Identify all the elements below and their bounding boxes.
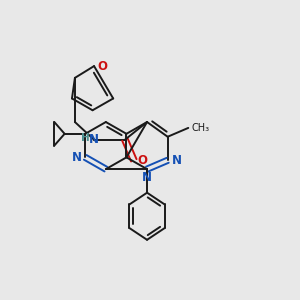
Text: O: O	[138, 154, 148, 167]
Text: H: H	[81, 133, 90, 143]
Text: N: N	[71, 151, 81, 164]
Text: CH₃: CH₃	[192, 123, 210, 133]
Text: N: N	[89, 133, 99, 146]
Text: N: N	[142, 171, 152, 184]
Text: O: O	[98, 60, 108, 73]
Text: N: N	[172, 154, 182, 167]
